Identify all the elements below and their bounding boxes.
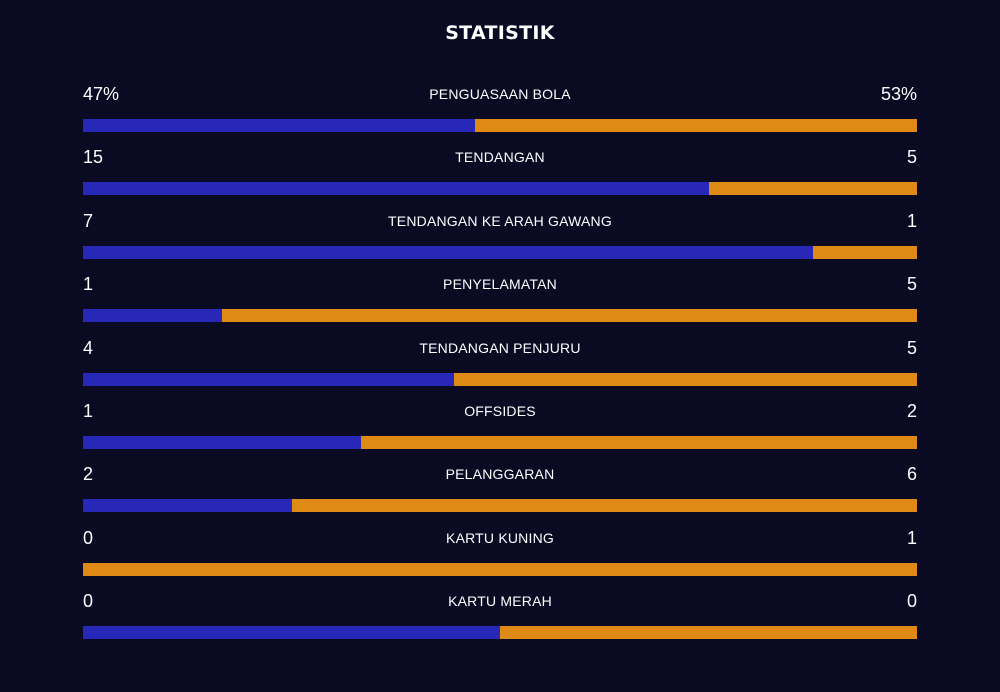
away-bar-segment: [812, 245, 917, 259]
home-value: 7: [83, 210, 94, 231]
comparison-bar: [83, 499, 917, 513]
stat-label: TENDANGAN KE ARAH GAWANG: [388, 212, 612, 229]
stat-row-corners: 4 TENDANGAN PENJURU 5: [83, 337, 917, 400]
stat-row-possession: 47% PENGUASAAN BOLA 53%: [83, 83, 917, 146]
comparison-bar: [83, 182, 917, 196]
stat-row-red-cards: 0 KARTU MERAH 0: [83, 590, 917, 653]
stat-label: TENDANGAN: [455, 149, 545, 166]
home-bar-segment: [83, 119, 475, 132]
away-bar-segment: [500, 626, 917, 640]
away-value: 1: [906, 527, 917, 548]
away-value: 5: [906, 337, 917, 358]
stat-label: PENGUASAAN BOLA: [429, 86, 571, 102]
away-value: 53%: [880, 84, 917, 104]
away-bar-segment: [291, 499, 917, 513]
home-bar-segment: [83, 626, 500, 640]
home-value: 47%: [83, 84, 120, 104]
home-value: 0: [83, 591, 94, 612]
home-bar-segment: [83, 435, 361, 449]
comparison-bar: [83, 562, 917, 576]
away-value: 6: [906, 464, 917, 485]
stat-row-shots: 15 TENDANGAN 5: [83, 146, 917, 209]
comparison-bar: [83, 119, 917, 132]
away-bar-segment: [453, 372, 917, 386]
away-bar-segment: [83, 562, 917, 576]
home-bar-segment: [83, 245, 813, 259]
comparison-bar: [83, 372, 917, 386]
away-value: 5: [906, 274, 917, 295]
home-value: 2: [83, 464, 94, 485]
home-bar-segment: [83, 499, 292, 513]
stats-list: 47% PENGUASAAN BOLA 53% 15 TENDANGAN 5 7…: [83, 83, 917, 654]
stat-row-offsides: 1 OFFSIDES 2: [83, 400, 917, 463]
away-bar-segment: [708, 182, 917, 196]
away-value: 5: [906, 147, 917, 168]
stat-row-fouls: 2 PELANGGARAN 6: [83, 463, 917, 526]
home-value: 15: [83, 147, 104, 168]
home-bar-segment: [83, 182, 709, 196]
stats-title: STATISTIK: [445, 22, 555, 44]
away-bar-segment: [222, 309, 917, 323]
stat-row-yellow-cards: 0 KARTU KUNING 1: [83, 527, 917, 590]
stat-label: PENYELAMATAN: [443, 276, 557, 293]
stat-label: TENDANGAN PENJURU: [419, 339, 581, 356]
away-bar-segment: [360, 435, 917, 449]
stat-label: KARTU KUNING: [446, 529, 554, 546]
home-value: 4: [83, 337, 94, 358]
stat-label: KARTU MERAH: [448, 593, 552, 610]
home-value: 1: [83, 400, 94, 421]
away-value: 2: [906, 400, 917, 421]
away-value: 0: [906, 591, 917, 612]
comparison-bar: [83, 626, 917, 640]
away-value: 1: [906, 210, 917, 231]
away-bar-segment: [474, 119, 917, 132]
home-value: 0: [83, 527, 94, 548]
comparison-bar: [83, 309, 917, 323]
stat-row-saves: 1 PENYELAMATAN 5: [83, 273, 917, 336]
comparison-bar: [83, 435, 917, 449]
home-value: 1: [83, 274, 94, 295]
comparison-bar: [83, 245, 917, 259]
stat-label: OFFSIDES: [464, 402, 536, 419]
home-bar-segment: [83, 372, 454, 386]
stat-label: PELANGGARAN: [445, 466, 555, 483]
home-bar-segment: [83, 309, 223, 323]
stat-row-shots-on-target: 7 TENDANGAN KE ARAH GAWANG 1: [83, 210, 917, 273]
